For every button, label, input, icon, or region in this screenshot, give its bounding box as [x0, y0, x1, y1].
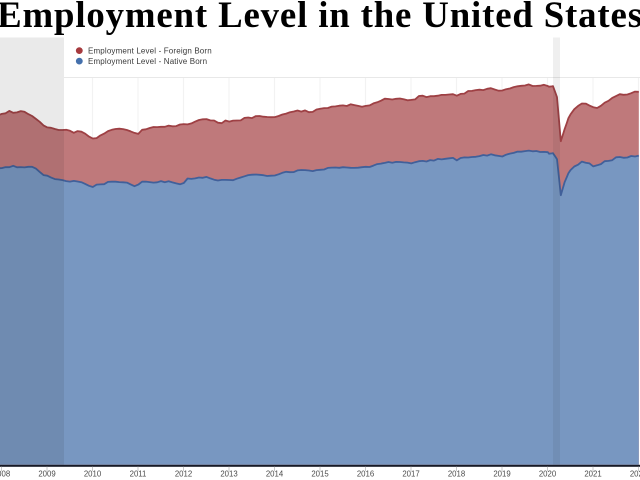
svg-text:2016: 2016	[357, 469, 374, 478]
svg-text:Employment Level - Foreign Bor: Employment Level - Foreign Born	[88, 46, 212, 55]
svg-text:2021: 2021	[584, 469, 601, 478]
svg-text:2022: 2022	[630, 469, 640, 478]
svg-text:2018: 2018	[448, 469, 465, 478]
svg-text:2011: 2011	[130, 469, 147, 478]
svg-text:2020: 2020	[539, 469, 557, 478]
svg-text:2008: 2008	[0, 469, 10, 478]
svg-text:2012: 2012	[175, 469, 192, 478]
svg-text:2013: 2013	[220, 469, 237, 478]
svg-text:2019: 2019	[493, 469, 510, 478]
svg-text:2015: 2015	[311, 469, 329, 478]
svg-text:2009: 2009	[38, 469, 55, 478]
svg-text:Employment Level - Native Born: Employment Level - Native Born	[88, 57, 207, 66]
svg-text:2014: 2014	[266, 469, 284, 478]
svg-text:2010: 2010	[84, 469, 102, 478]
svg-text:2017: 2017	[402, 469, 419, 478]
